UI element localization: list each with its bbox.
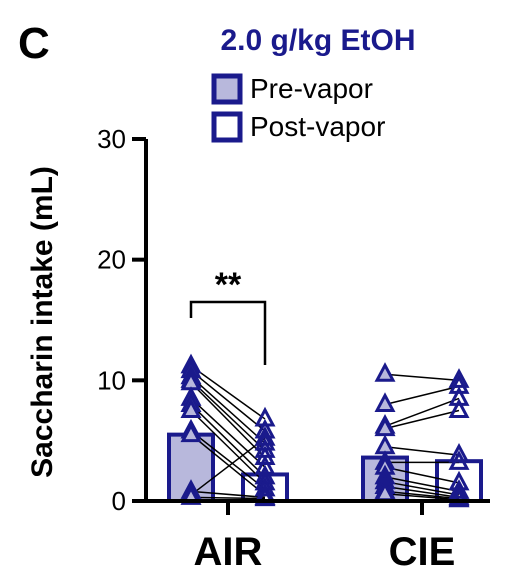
point-post-cie-11	[448, 487, 470, 508]
pair-line-air-3	[190, 379, 266, 451]
pair-line-cie-11	[384, 493, 460, 501]
pair-line-air-12	[190, 496, 266, 500]
y-tick-label-10: 10	[97, 365, 126, 395]
pair-line-cie-2	[384, 397, 460, 427]
pair-line-air-9	[190, 434, 266, 496]
legend-label-pre-vapor: Pre-vapor	[250, 73, 373, 104]
y-tick-label-30: 30	[97, 124, 126, 154]
significance-label: **	[215, 266, 242, 304]
pair-line-air-11	[190, 437, 266, 496]
point-post-air-4	[254, 445, 276, 466]
chart-title: 2.0 g/kg EtOH	[220, 24, 415, 57]
point-post-cie-7	[448, 479, 470, 499]
pair-line-cie-3	[384, 409, 460, 430]
pair-line-cie-7	[384, 476, 460, 493]
legend-swatch-pre-vapor	[211, 73, 243, 105]
point-pre-air-7	[180, 398, 202, 418]
legend: Pre-vapor Post-vapor	[211, 73, 385, 143]
y-axis-label: Saccharin intake (mL)	[26, 166, 59, 478]
pair-line-air-4	[190, 382, 266, 459]
point-pre-air-9	[180, 422, 202, 443]
pair-line-cie-10	[384, 490, 460, 500]
point-post-air-12	[254, 486, 276, 507]
point-pre-cie-3	[374, 416, 396, 437]
point-post-cie-3	[448, 398, 470, 418]
pair-line-air-5	[190, 397, 266, 468]
legend-swatch-post-vapor	[211, 111, 243, 143]
pair-line-cie-9	[384, 485, 460, 499]
point-post-air-11	[254, 426, 276, 446]
panel-label: C	[18, 19, 50, 68]
point-post-air-8	[254, 476, 276, 497]
pair-line-air-7	[190, 409, 266, 484]
point-pre-cie-1	[374, 392, 396, 412]
pair-line-air-1	[190, 370, 266, 432]
point-post-cie-4	[448, 442, 470, 463]
pair-line-cie-8	[384, 480, 460, 496]
point-post-cie-5	[448, 450, 470, 470]
x-tick-label-air: AIR	[194, 530, 263, 574]
significance-bracket	[189, 300, 267, 365]
pair-line-air-6	[190, 403, 266, 478]
point-pre-cie-0	[374, 362, 396, 382]
y-tick-label-0: 0	[112, 486, 126, 516]
plot-area: 0 10 20 30 **	[97, 124, 490, 516]
legend-label-post-vapor: Post-vapor	[250, 111, 385, 142]
y-tick-label-20: 20	[97, 245, 126, 275]
pair-line-cie-0	[384, 373, 460, 382]
pair-line-air-8	[190, 430, 266, 490]
x-tick-label-cie: CIE	[389, 530, 456, 574]
pair-line-air-10	[190, 490, 266, 499]
pair-line-air-0	[190, 365, 266, 420]
pair-line-air-2	[190, 376, 266, 444]
pair-line-cie-1	[384, 385, 460, 406]
pair-line-cie-4	[384, 445, 460, 456]
pair-line-cie-6	[384, 466, 460, 484]
